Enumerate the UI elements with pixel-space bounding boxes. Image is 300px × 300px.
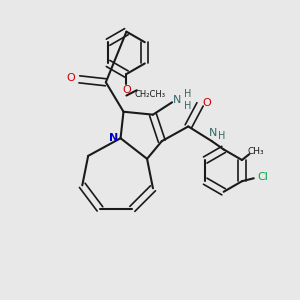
Text: N: N xyxy=(209,128,218,138)
Text: CH₃: CH₃ xyxy=(248,147,264,156)
Text: H: H xyxy=(184,101,191,111)
Text: H: H xyxy=(218,131,226,141)
Text: N: N xyxy=(110,133,119,143)
Text: Cl: Cl xyxy=(258,172,268,182)
Text: N: N xyxy=(173,95,182,105)
Text: H: H xyxy=(184,89,191,99)
Text: O: O xyxy=(122,85,131,94)
Text: O: O xyxy=(202,98,211,108)
Text: O: O xyxy=(67,73,76,83)
Text: CH₂CH₃: CH₂CH₃ xyxy=(134,90,166,99)
